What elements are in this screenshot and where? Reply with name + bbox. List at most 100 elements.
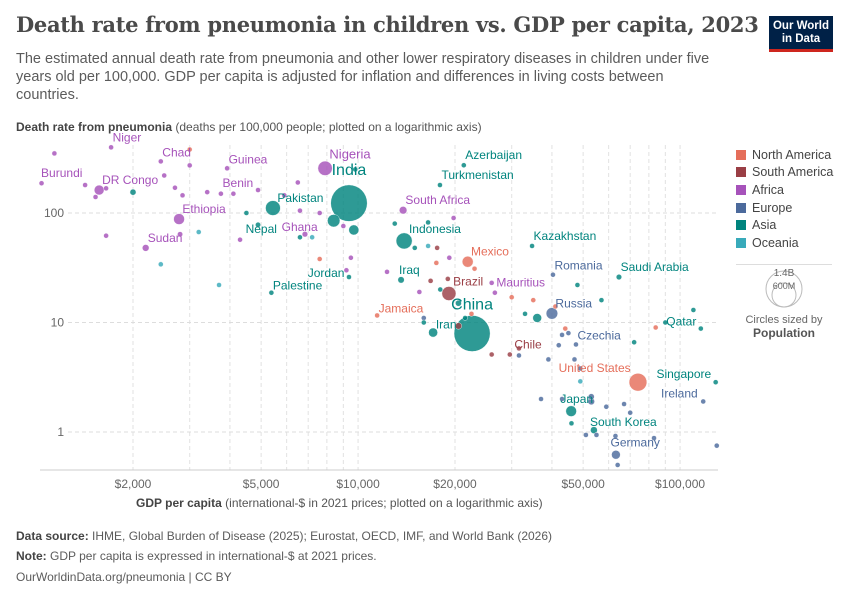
data-point bbox=[450, 215, 457, 221]
data-point bbox=[552, 303, 559, 310]
country-label: Brazil bbox=[453, 275, 483, 289]
chart-title: Death rate from pneumonia in children vs… bbox=[16, 12, 759, 37]
source-label: Data source: bbox=[16, 529, 89, 543]
data-point bbox=[577, 378, 584, 385]
data-point bbox=[230, 191, 237, 197]
data-point bbox=[437, 286, 443, 293]
data-point bbox=[421, 315, 427, 321]
data-point bbox=[265, 200, 281, 216]
data-point bbox=[268, 290, 275, 296]
country-label: Iraq bbox=[399, 263, 420, 277]
data-point bbox=[556, 342, 562, 348]
data-point bbox=[187, 162, 193, 169]
data-point bbox=[399, 206, 408, 215]
data-point bbox=[51, 150, 58, 157]
legend-item[interactable]: Europe bbox=[736, 199, 833, 217]
data-point bbox=[412, 245, 418, 251]
x-tick-label: $50,000 bbox=[561, 477, 605, 491]
data-point bbox=[562, 325, 568, 332]
data-point bbox=[588, 393, 595, 400]
country-label: South Korea bbox=[590, 415, 657, 429]
data-point bbox=[522, 311, 528, 317]
country-label: Niger bbox=[113, 130, 142, 144]
y-tick-label: 100 bbox=[44, 206, 64, 220]
data-point bbox=[142, 244, 150, 252]
country-label: Nigeria bbox=[329, 146, 371, 161]
x-tick-label: $10,000 bbox=[336, 477, 380, 491]
country-label: Guinea bbox=[229, 152, 268, 166]
data-point bbox=[621, 401, 627, 407]
legend-item[interactable]: South America bbox=[736, 164, 833, 182]
data-point bbox=[428, 327, 438, 338]
data-point bbox=[565, 405, 577, 417]
data-point bbox=[187, 146, 193, 153]
data-point bbox=[433, 260, 440, 266]
country-label: Palestine bbox=[273, 279, 323, 293]
legend-swatch bbox=[736, 167, 746, 178]
data-point bbox=[108, 144, 114, 151]
data-point bbox=[615, 274, 622, 281]
data-point bbox=[392, 220, 398, 227]
legend-item[interactable]: Asia bbox=[736, 216, 833, 234]
size-small-label: 600M bbox=[773, 281, 796, 291]
country-label: Singapore bbox=[656, 367, 711, 381]
legend-divider bbox=[736, 263, 832, 265]
country-label: Jordan bbox=[308, 266, 345, 280]
data-point bbox=[559, 332, 565, 338]
data-point bbox=[662, 319, 669, 326]
country-label: Kazakhstan bbox=[534, 229, 597, 243]
data-point bbox=[700, 398, 706, 405]
footer-url[interactable]: OurWorldinData.org/pneumonia | CC BY bbox=[16, 570, 232, 584]
data-point bbox=[468, 311, 475, 317]
data-point bbox=[690, 307, 697, 313]
country-label: Jamaica bbox=[379, 301, 424, 315]
data-point bbox=[38, 180, 45, 186]
data-point bbox=[516, 345, 522, 352]
country-label: Ireland bbox=[661, 386, 698, 400]
data-point bbox=[611, 450, 621, 460]
data-point bbox=[295, 179, 301, 186]
data-point bbox=[340, 223, 347, 229]
data-point bbox=[614, 462, 621, 468]
country-label: DR Congo bbox=[102, 173, 158, 187]
legend-item[interactable]: Africa bbox=[736, 181, 833, 199]
country-label: Turkmenistan bbox=[441, 168, 513, 182]
legend-label: Africa bbox=[752, 182, 784, 197]
legend-item[interactable]: North America bbox=[736, 146, 833, 164]
size-legend-title: Circles sized by bbox=[745, 314, 823, 326]
country-label: Pakistan bbox=[277, 191, 323, 205]
country-label: Iran bbox=[436, 318, 457, 332]
data-point bbox=[196, 229, 202, 235]
data-point bbox=[488, 351, 495, 358]
data-point bbox=[445, 276, 451, 282]
x-tick-label: $100,000 bbox=[655, 477, 705, 491]
data-point bbox=[532, 313, 542, 323]
y-axis-title: Death rate from pneumonia (deaths per 10… bbox=[16, 120, 482, 134]
data-point bbox=[330, 184, 368, 222]
country-label: Qatar bbox=[666, 315, 696, 329]
data-point bbox=[374, 312, 380, 319]
data-point bbox=[574, 282, 581, 288]
data-point bbox=[651, 435, 657, 441]
data-point bbox=[434, 245, 440, 251]
country-label: India bbox=[332, 162, 367, 179]
data-point bbox=[462, 256, 474, 268]
data-point bbox=[454, 322, 462, 330]
legend-item[interactable]: Oceania bbox=[736, 234, 833, 252]
legend-label: North America bbox=[752, 147, 832, 162]
data-point bbox=[573, 341, 579, 348]
data-point bbox=[425, 243, 431, 249]
owid-logo[interactable]: Our World in Data bbox=[769, 16, 833, 52]
data-point bbox=[421, 319, 427, 326]
data-point bbox=[627, 410, 633, 416]
source-text: IHME, Global Burden of Disease (2025); E… bbox=[92, 529, 553, 543]
legend-swatch bbox=[736, 237, 746, 248]
country-label: South Africa bbox=[405, 193, 470, 207]
data-point bbox=[565, 330, 572, 336]
data-point bbox=[161, 172, 167, 179]
data-point bbox=[173, 213, 185, 225]
data-point bbox=[316, 256, 323, 262]
data-point bbox=[172, 185, 178, 191]
data-point bbox=[346, 274, 352, 280]
